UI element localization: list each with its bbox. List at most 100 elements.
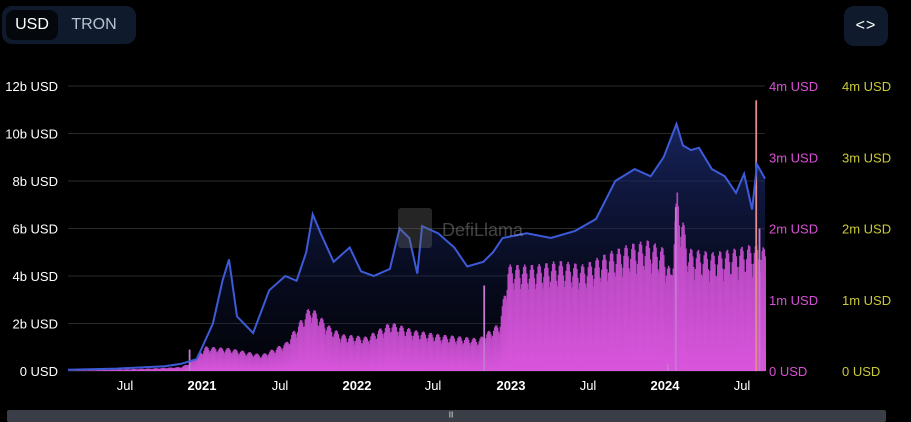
tvl-line — [67, 120, 766, 371]
fee-bar — [260, 358, 262, 371]
fee-bar — [327, 325, 330, 371]
fee-bar — [264, 353, 266, 371]
y-right-tick-label: 4m USD — [842, 79, 891, 94]
usd-toggle-button[interactable]: USD — [6, 10, 58, 40]
fee-bar — [324, 334, 327, 371]
fee-bar — [279, 346, 282, 371]
fee-bar — [254, 354, 256, 371]
fee-bar — [121, 369, 123, 371]
fee-bar — [700, 274, 703, 371]
fee-bar — [381, 333, 384, 371]
fee-bar — [111, 369, 114, 371]
fee-bar — [424, 334, 426, 371]
fee-bar — [113, 369, 115, 371]
fee-bar — [467, 339, 470, 371]
fee-bar — [186, 365, 189, 371]
fee-bar — [527, 289, 530, 371]
fee-bar — [710, 260, 712, 371]
fee-bar — [711, 253, 713, 371]
fee-bar — [406, 331, 408, 371]
fee-bar — [398, 331, 400, 371]
fee-bar — [553, 263, 556, 371]
fee-bar — [666, 268, 669, 371]
fee-bar — [611, 253, 614, 371]
fee-bar — [383, 332, 386, 371]
fee-bar — [471, 339, 474, 371]
fee-bar — [448, 342, 451, 371]
fee-bar — [643, 269, 646, 371]
fee-bar — [245, 355, 248, 371]
fee-bar — [235, 349, 237, 371]
fee-bar — [229, 350, 231, 371]
fee-bar — [445, 336, 448, 371]
fee-bar — [130, 369, 133, 371]
fee-bar — [676, 192, 679, 371]
fee-bar — [192, 359, 195, 371]
fee-bar — [713, 255, 715, 371]
fee-bar — [597, 260, 599, 371]
fee-bar — [556, 286, 559, 371]
fee-bar — [720, 258, 723, 371]
fee-bar — [408, 328, 410, 371]
fee-bar — [375, 339, 377, 371]
fee-bar — [401, 325, 403, 371]
fee-bar — [294, 331, 296, 371]
fee-bar — [561, 266, 564, 371]
fee-bar — [421, 332, 424, 371]
fee-bar — [299, 320, 302, 371]
fee-bar — [496, 327, 499, 371]
fee-bar — [578, 289, 580, 371]
fee-bar — [244, 355, 247, 371]
fee-bar — [714, 264, 716, 371]
fee-bar — [690, 248, 692, 371]
fee-bar — [706, 258, 708, 371]
fee-bar — [288, 344, 290, 371]
fee-bar — [290, 339, 292, 371]
fee-bar — [419, 338, 422, 371]
fee-bar — [366, 338, 368, 371]
embed-code-button[interactable]: <> — [844, 6, 888, 46]
fee-bar — [259, 357, 261, 371]
fee-bar — [648, 248, 651, 371]
fee-bar — [216, 352, 219, 371]
fee-bar — [206, 346, 208, 371]
tron-toggle-button[interactable]: TRON — [71, 16, 117, 33]
fee-bar — [101, 370, 104, 371]
fee-bar — [430, 332, 432, 371]
fee-bar — [243, 353, 246, 371]
fee-bar — [685, 248, 687, 371]
fee-bar — [404, 336, 406, 371]
fee-bar — [732, 253, 735, 371]
fee-bar — [88, 370, 90, 371]
fee-bar — [621, 276, 623, 371]
fee-bar — [631, 248, 633, 371]
fee-bar — [452, 336, 454, 371]
fee-bar — [405, 335, 407, 371]
fee-bar — [456, 340, 458, 371]
fee-bar — [708, 282, 710, 371]
fee-bar — [203, 350, 205, 371]
fee-bar — [361, 343, 364, 371]
fee-bar — [565, 270, 567, 371]
range-slider[interactable]: ||| — [7, 410, 886, 422]
fee-bar — [191, 359, 194, 371]
fee-bar — [468, 343, 471, 371]
fee-bar — [160, 368, 163, 371]
fee-bar — [227, 348, 229, 371]
fee-bar — [178, 367, 180, 371]
fee-bar — [297, 326, 300, 371]
fee-bar — [583, 273, 586, 371]
fee-bar — [403, 331, 405, 371]
fee-bar — [284, 343, 286, 371]
slider-handle[interactable]: ||| — [448, 412, 454, 418]
fee-spike-bar — [674, 207, 677, 371]
fee-bar — [344, 335, 346, 371]
fee-bar — [230, 352, 232, 371]
fee-bar — [750, 263, 753, 371]
fee-bar — [661, 247, 663, 371]
fee-bar — [373, 333, 375, 371]
fee-bar — [678, 225, 680, 371]
fee-bar — [137, 369, 140, 371]
fee-bar — [365, 337, 368, 371]
fee-bar — [161, 367, 164, 371]
